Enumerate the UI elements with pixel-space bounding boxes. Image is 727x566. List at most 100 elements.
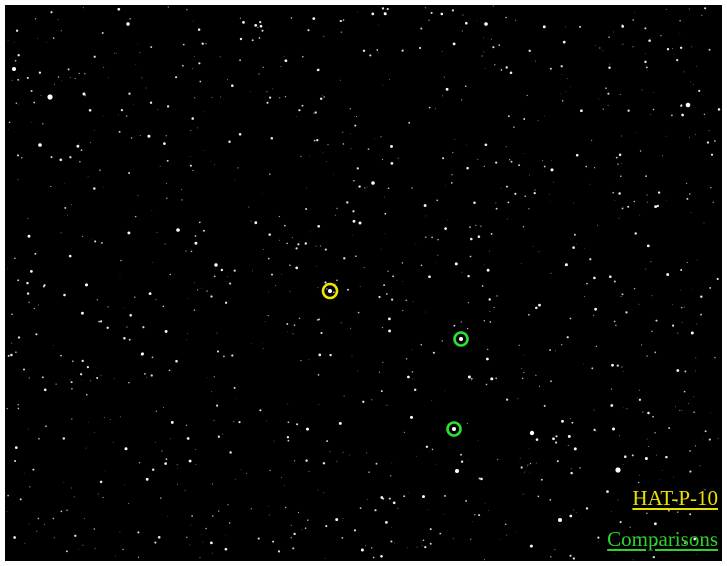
star — [549, 499, 551, 501]
star — [86, 394, 88, 396]
star — [191, 117, 194, 120]
star — [521, 466, 523, 468]
star — [615, 325, 616, 326]
star — [64, 183, 65, 184]
star — [190, 130, 191, 131]
star — [83, 93, 86, 96]
star — [466, 145, 467, 146]
star — [666, 136, 667, 137]
star — [289, 264, 291, 266]
star — [519, 345, 520, 346]
star — [383, 284, 385, 286]
star — [225, 536, 226, 537]
star — [210, 542, 213, 545]
star — [621, 25, 624, 28]
star — [679, 410, 680, 411]
star — [414, 389, 416, 391]
star — [262, 193, 263, 194]
star — [100, 320, 102, 322]
star — [568, 435, 571, 438]
star — [691, 332, 694, 335]
star — [268, 292, 269, 293]
star — [317, 225, 320, 228]
star — [554, 549, 555, 550]
star — [402, 281, 403, 282]
star — [201, 534, 202, 535]
star — [374, 138, 375, 139]
star — [391, 298, 393, 300]
star — [584, 248, 585, 249]
star — [509, 159, 510, 160]
star — [507, 201, 509, 203]
star — [67, 215, 68, 216]
star — [622, 293, 624, 295]
star — [114, 53, 115, 54]
star — [350, 133, 351, 134]
star — [647, 202, 648, 203]
star — [388, 187, 390, 189]
star — [13, 536, 16, 539]
star — [442, 51, 443, 52]
star — [187, 437, 190, 440]
star — [705, 430, 707, 432]
star — [263, 348, 264, 349]
star — [80, 373, 82, 375]
star — [483, 52, 484, 53]
star — [634, 288, 635, 289]
star — [662, 470, 663, 471]
star — [17, 79, 19, 81]
star — [293, 533, 295, 535]
star — [160, 166, 161, 167]
star — [212, 483, 213, 484]
star — [551, 160, 552, 161]
star — [567, 336, 569, 338]
star — [281, 477, 282, 478]
star — [468, 302, 469, 303]
star — [506, 398, 508, 400]
star — [117, 8, 120, 11]
star — [583, 363, 584, 364]
star — [296, 116, 297, 117]
star — [593, 429, 595, 431]
star — [528, 314, 530, 316]
star — [227, 79, 228, 80]
star — [351, 148, 352, 149]
star — [689, 450, 691, 452]
star — [420, 28, 422, 30]
star — [367, 499, 368, 500]
star — [296, 423, 298, 425]
star — [530, 545, 533, 548]
star — [323, 492, 324, 493]
star — [300, 360, 301, 361]
star — [412, 378, 413, 379]
star — [634, 232, 636, 234]
star — [158, 536, 161, 539]
star — [239, 133, 242, 136]
star — [666, 200, 667, 201]
star — [285, 96, 286, 97]
star — [688, 403, 689, 404]
star — [436, 262, 437, 263]
star — [367, 187, 368, 188]
star — [119, 532, 120, 533]
star — [43, 285, 45, 287]
star — [569, 555, 571, 557]
star — [378, 25, 379, 26]
star — [667, 48, 669, 50]
star — [696, 66, 697, 67]
star — [357, 370, 358, 371]
star — [692, 289, 693, 290]
star — [378, 296, 380, 298]
star — [79, 161, 80, 162]
star — [485, 68, 486, 69]
star — [390, 475, 391, 476]
star — [391, 527, 392, 528]
star — [352, 235, 353, 236]
star — [39, 72, 41, 74]
star — [218, 511, 219, 512]
star — [12, 67, 16, 71]
star — [102, 497, 103, 498]
star — [251, 220, 252, 221]
star — [461, 321, 462, 322]
star — [317, 287, 318, 288]
